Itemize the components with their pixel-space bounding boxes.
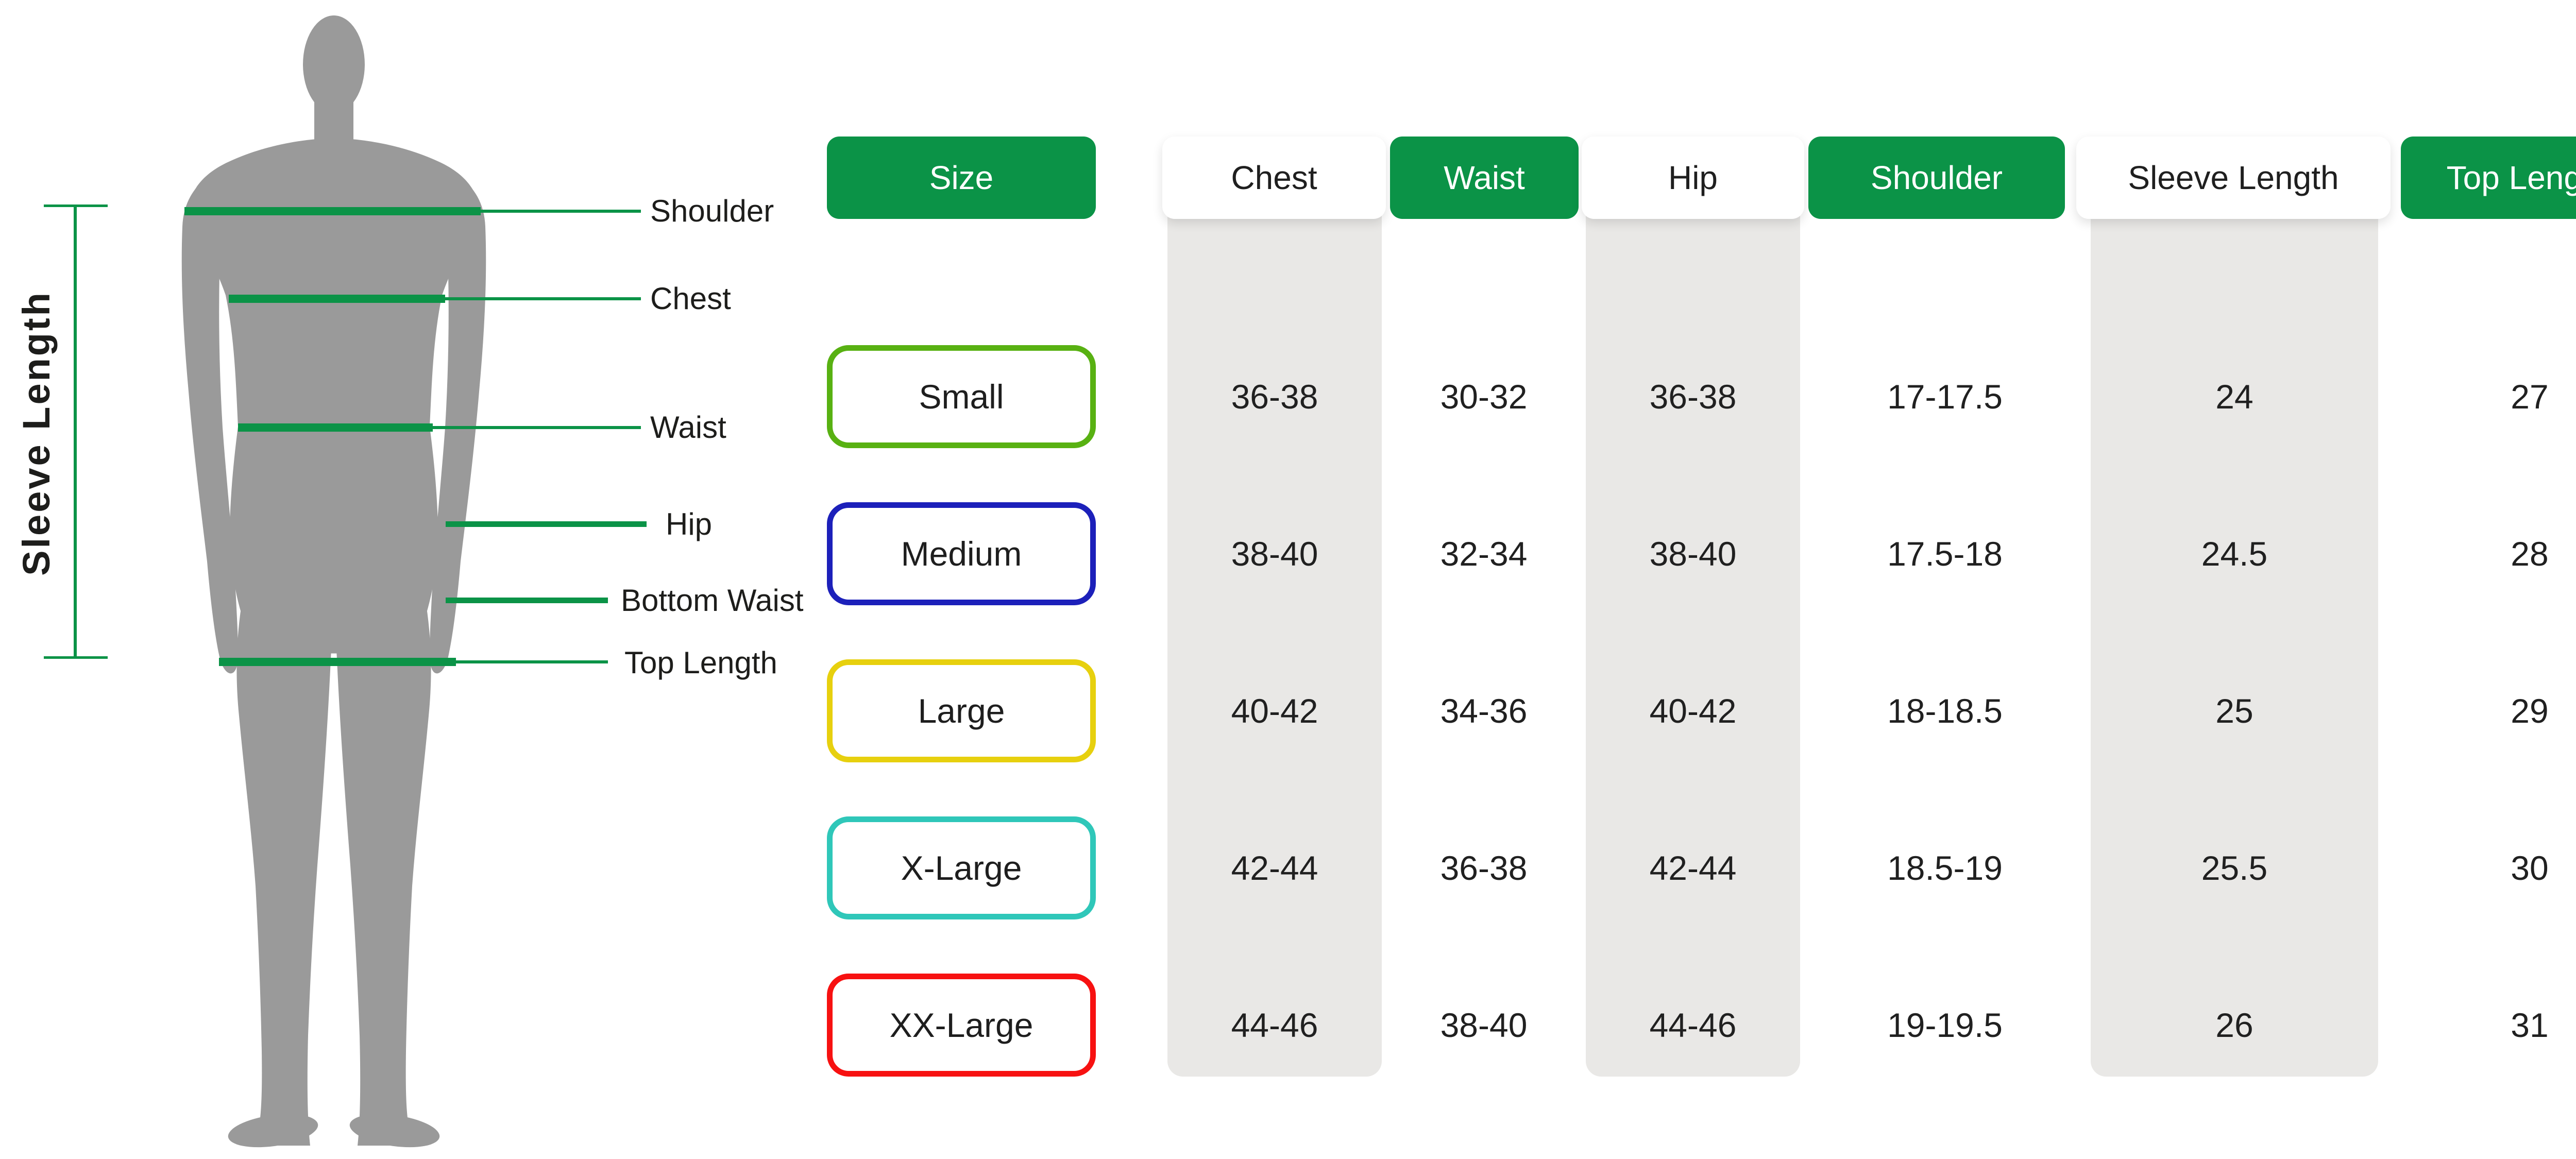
cell-top-length-medium: 28 — [2511, 535, 2549, 573]
bottom-waist-label: Bottom Waist — [621, 583, 804, 618]
cell-hip-small: 36-38 — [1649, 378, 1737, 416]
sleeve-length-label: Sleeve Length — [15, 291, 58, 576]
cell-sleeve-length-small: 24 — [2215, 378, 2253, 416]
silhouette-right-foot — [349, 1114, 440, 1148]
body-silhouette — [181, 15, 486, 1148]
cell-waist-small: 30-32 — [1440, 378, 1528, 416]
shoulder-line-extension — [481, 210, 641, 213]
cell-top-length-xx-large: 31 — [2511, 1006, 2549, 1044]
size-button-medium[interactable]: Medium — [827, 502, 1096, 605]
cell-hip-x-large: 42-44 — [1649, 849, 1737, 887]
cell-chest-small: 36-38 — [1231, 378, 1318, 416]
cell-chest-x-large: 42-44 — [1231, 849, 1318, 887]
cell-hip-xx-large: 44-46 — [1649, 1006, 1737, 1044]
cell-chest-large: 40-42 — [1231, 692, 1318, 730]
shoulder-line — [184, 207, 481, 215]
header-top-length: Top Length — [2401, 137, 2576, 219]
cell-shoulder-xx-large: 19-19.5 — [1887, 1006, 2003, 1044]
silhouette-left-foot — [228, 1114, 318, 1148]
cell-sleeve-length-large: 25 — [2215, 692, 2253, 730]
size-button-large[interactable]: Large — [827, 659, 1096, 762]
cell-waist-large: 34-36 — [1440, 692, 1528, 730]
cell-shoulder-large: 18-18.5 — [1887, 692, 2003, 730]
cell-hip-medium: 38-40 — [1649, 535, 1737, 573]
cell-waist-x-large: 36-38 — [1440, 849, 1528, 887]
header-sleeve-length: Sleeve Length — [2076, 137, 2391, 219]
top-length-line — [219, 658, 456, 666]
header-size: Size — [827, 137, 1096, 219]
cell-sleeve-length-xx-large: 26 — [2215, 1006, 2253, 1044]
header-hip: Hip — [1582, 137, 1804, 219]
header-chest: Chest — [1162, 137, 1386, 219]
top-length-label: Top Length — [624, 645, 777, 680]
cell-chest-xx-large: 44-46 — [1231, 1006, 1318, 1044]
chest-label: Chest — [650, 281, 731, 316]
size-button-xx-large[interactable]: XX-Large — [827, 974, 1096, 1077]
silhouette-left-leg — [236, 561, 334, 1146]
chest-column-bg — [1167, 212, 1382, 1077]
cell-top-length-small: 27 — [2511, 378, 2549, 416]
sleeve-length-column-bg — [2091, 212, 2378, 1077]
bottom-waist-line — [446, 598, 608, 603]
hip-label: Hip — [666, 507, 713, 541]
cell-waist-medium: 32-34 — [1440, 535, 1528, 573]
sleeve-length-bracket-line — [74, 204, 77, 659]
cell-chest-medium: 38-40 — [1231, 535, 1318, 573]
header-shoulder: Shoulder — [1808, 137, 2065, 219]
shoulder-label: Shoulder — [650, 194, 774, 228]
silhouette-right-arm — [430, 170, 486, 674]
cell-waist-xx-large: 38-40 — [1440, 1006, 1528, 1044]
silhouette-left-arm — [181, 170, 238, 674]
chest-line-extension — [445, 297, 641, 300]
chest-line — [229, 295, 445, 303]
cell-sleeve-length-medium: 24.5 — [2201, 535, 2268, 573]
cell-shoulder-medium: 17.5-18 — [1887, 535, 2003, 573]
sleeve-length-bracket-bottom-cap — [44, 656, 108, 659]
size-button-small[interactable]: Small — [827, 345, 1096, 448]
hip-line — [446, 521, 647, 527]
cell-hip-large: 40-42 — [1649, 692, 1737, 730]
waist-label: Waist — [650, 410, 726, 445]
hip-column-bg — [1586, 212, 1800, 1077]
waist-line-extension — [433, 426, 641, 429]
cell-shoulder-x-large: 18.5-19 — [1887, 849, 2003, 887]
cell-sleeve-length-x-large: 25.5 — [2201, 849, 2268, 887]
header-waist: Waist — [1390, 137, 1579, 219]
cell-top-length-large: 29 — [2511, 692, 2549, 730]
waist-line — [238, 423, 433, 432]
cell-shoulder-small: 17-17.5 — [1887, 378, 2003, 416]
size-button-x-large[interactable]: X-Large — [827, 816, 1096, 919]
cell-top-length-x-large: 30 — [2511, 849, 2549, 887]
silhouette-torso — [185, 138, 482, 654]
silhouette-right-leg — [334, 561, 431, 1146]
top-length-line-extension — [456, 660, 608, 663]
